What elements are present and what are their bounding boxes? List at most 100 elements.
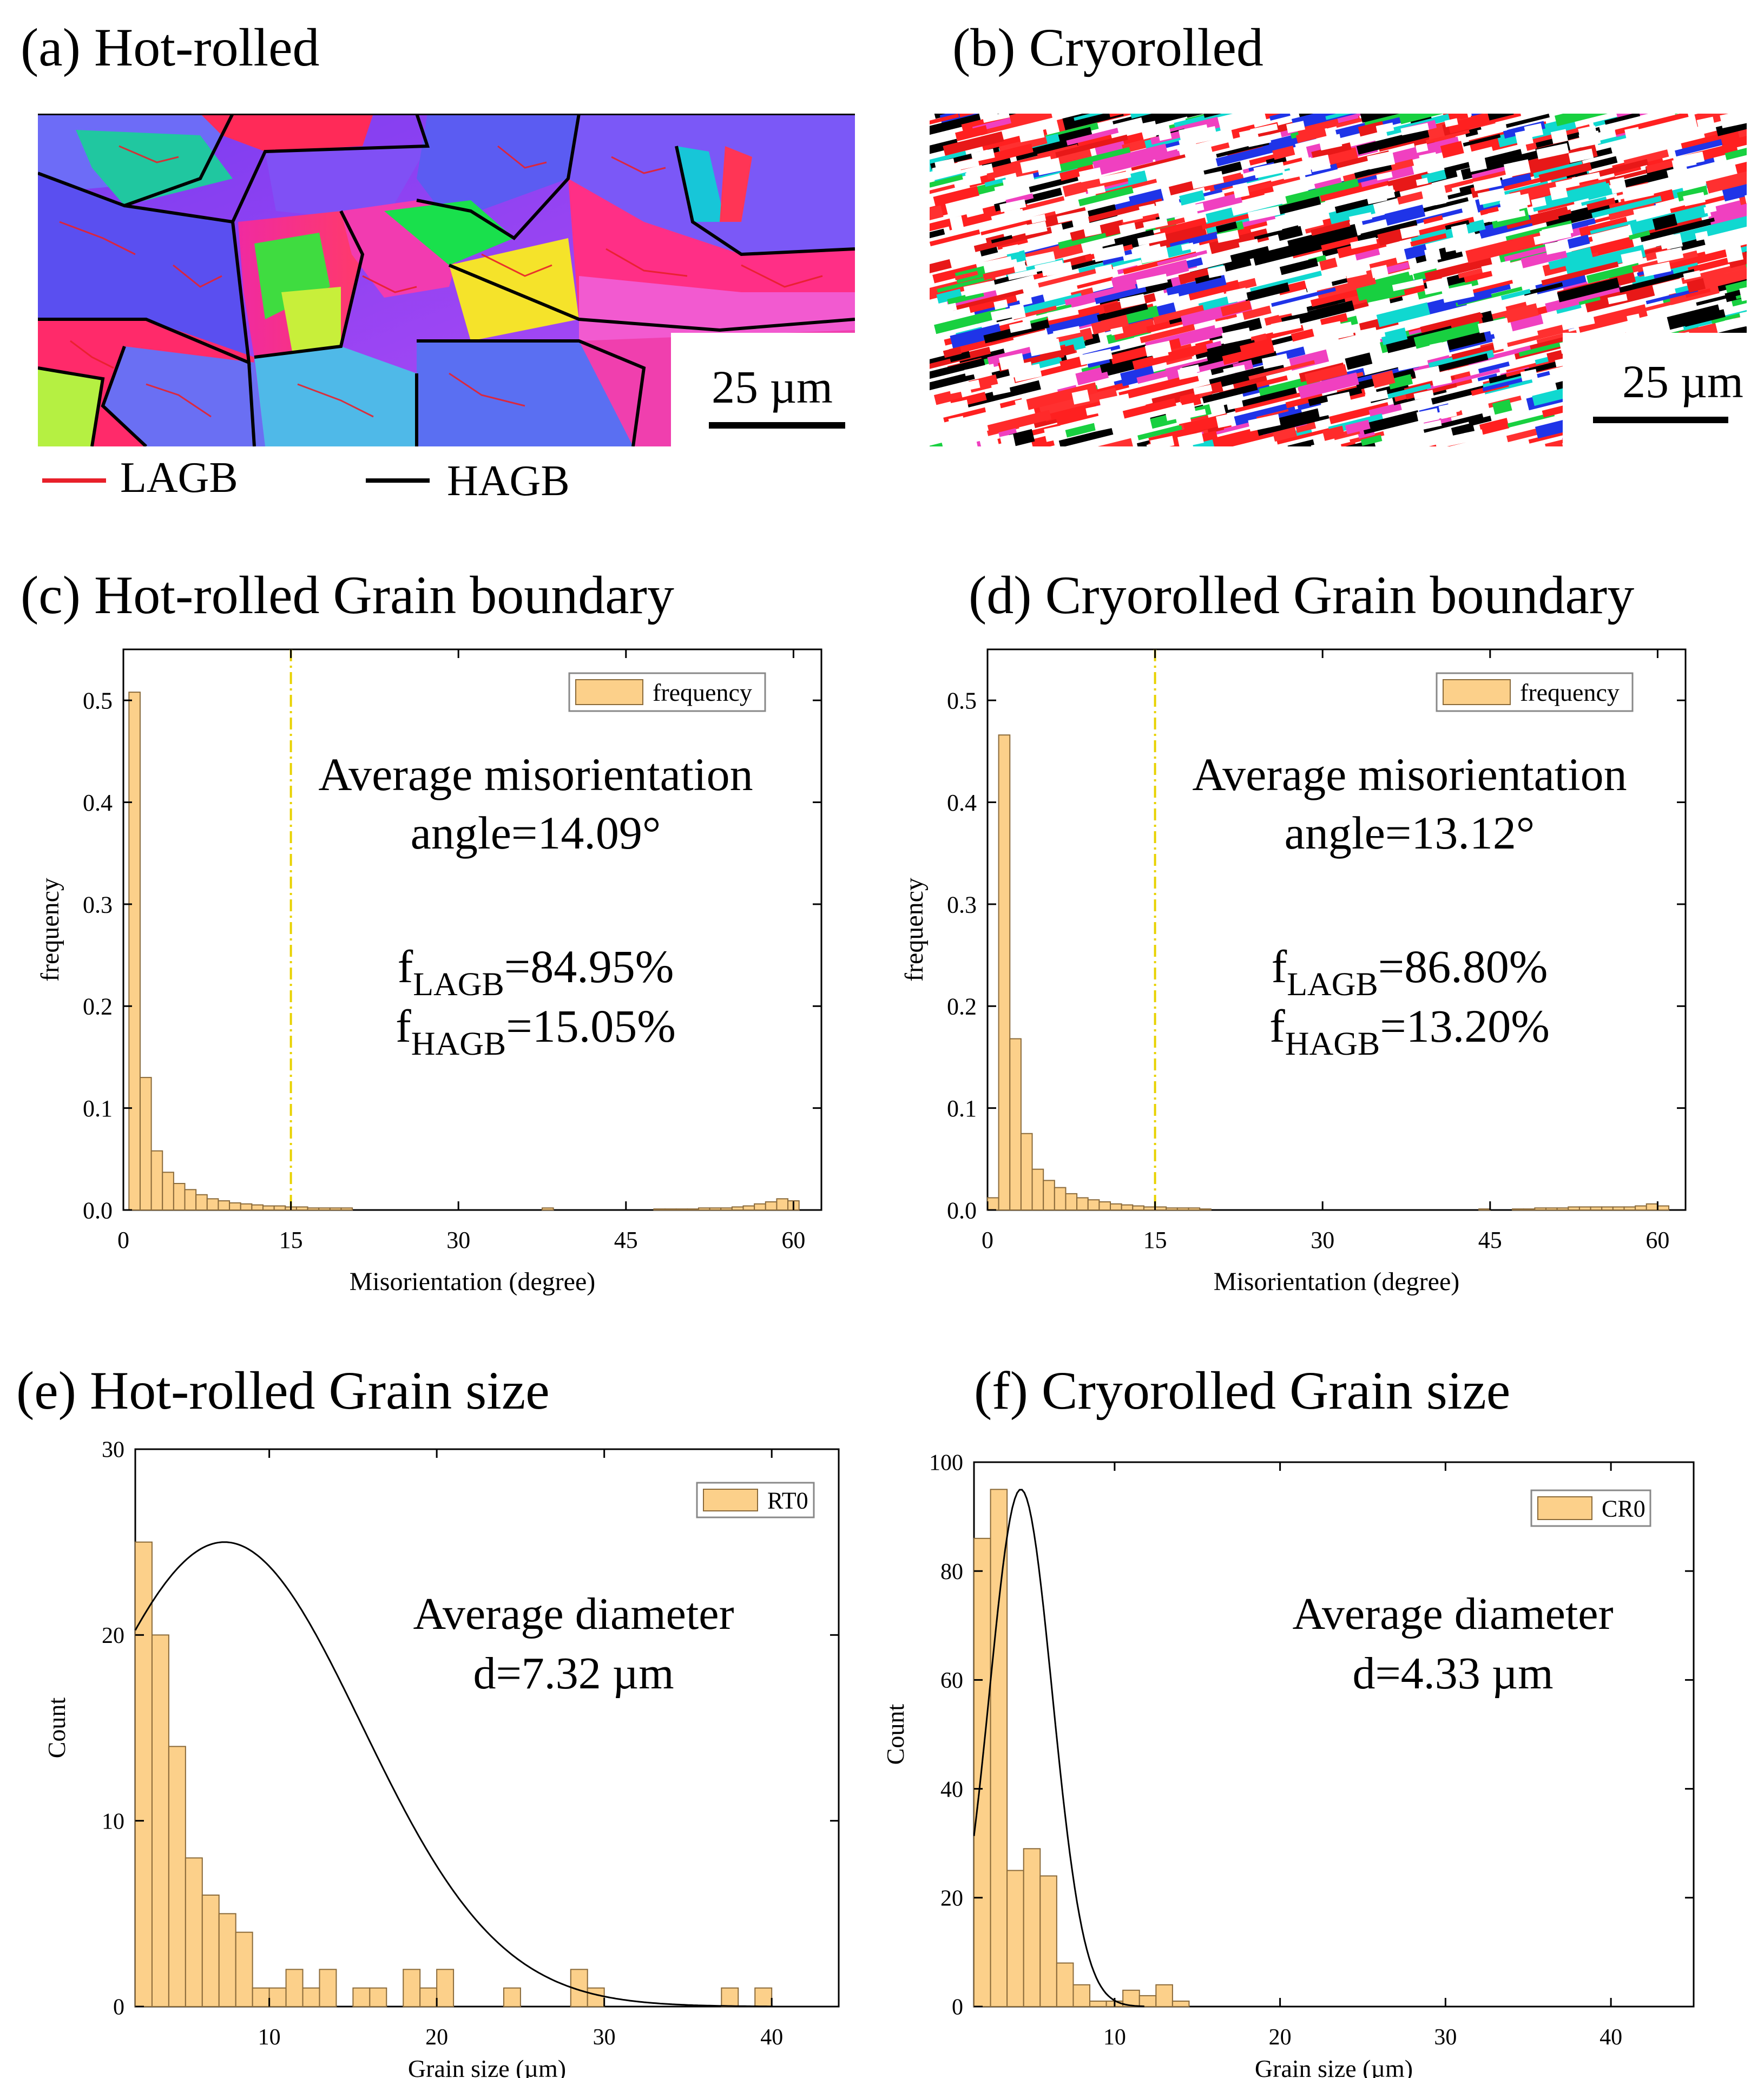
ebsd-grain-fragment bbox=[1500, 288, 1531, 300]
annotation-avg-diameter: Average diameter bbox=[413, 1589, 734, 1639]
ebsd-unindexed-patch bbox=[1083, 222, 1102, 237]
y-tick-label: 0.3 bbox=[83, 891, 113, 918]
ebsd-grain-fragment bbox=[1310, 286, 1368, 307]
ebsd-unindexed-patch bbox=[1247, 134, 1272, 147]
ebsd-grain-fragment bbox=[1505, 220, 1572, 242]
chart-d-grain-boundary-cryorolled: 0 15 30 45 60 0.0 0.1 0.2 0.3 0.4 0.5 Misorientatio… bbox=[900, 648, 1687, 1296]
chart-f-grain-size-cryorolled: 10 20 30 40 0 20 40 60 80 100 Grain size (µm) Count… bbox=[881, 1451, 1695, 2078]
ebsd-grain-fragment bbox=[1675, 139, 1723, 157]
ebsd-unindexed-patch bbox=[1627, 313, 1642, 330]
ebsd-grain-fragment bbox=[1681, 262, 1747, 284]
ebsd-grain-fragment bbox=[1140, 324, 1195, 344]
ebsd-grain-fragment bbox=[1368, 402, 1402, 418]
ebsd-grain-fragment bbox=[930, 174, 963, 188]
plot-frame bbox=[122, 648, 822, 1211]
annotation-avg-misorientation: Average misorientation bbox=[1192, 748, 1627, 800]
x-tick-label: 20 bbox=[1269, 2025, 1292, 2050]
ebsd-grain-fragment bbox=[1413, 321, 1482, 349]
ebsd-grain-fragment bbox=[1577, 304, 1648, 333]
ebsd-grain-fragment bbox=[1243, 282, 1290, 302]
ebsd-grain-fragment bbox=[991, 235, 1013, 244]
ebsd-unindexed-patch bbox=[1481, 260, 1511, 273]
histogram-bar bbox=[252, 1987, 270, 2007]
ebsd-unindexed-patch bbox=[1477, 318, 1509, 333]
ebsd-grain-fragment bbox=[1380, 327, 1408, 345]
ebsd-unindexed-patch bbox=[1143, 218, 1168, 231]
ebsd-unindexed-patch bbox=[1550, 129, 1568, 144]
ebsd-grain-fragment bbox=[1359, 114, 1417, 123]
y-tick-label: 0.0 bbox=[947, 1197, 977, 1224]
y-tick-label: 30 bbox=[102, 1438, 124, 1463]
ebsd-grain-fragment bbox=[1291, 114, 1363, 130]
legend-swatch bbox=[1443, 679, 1511, 705]
ebsd-unindexed-patch bbox=[993, 299, 1008, 310]
legend-swatch bbox=[703, 1489, 758, 1511]
ebsd-grain-fragment bbox=[1291, 328, 1314, 342]
ebsd-unindexed-patch bbox=[1136, 273, 1168, 289]
histogram-bar bbox=[1076, 1197, 1089, 1211]
ebsd-grain-fragment bbox=[1097, 438, 1134, 446]
ebsd-cryorolled-image bbox=[930, 114, 1747, 446]
panel-e-title: (e) Hot-rolled Grain size bbox=[16, 1360, 550, 1421]
ebsd-unindexed-patch bbox=[1052, 326, 1081, 338]
ebsd-grain-fragment bbox=[1174, 114, 1235, 128]
histogram-bar bbox=[720, 1207, 733, 1211]
ebsd-grain-fragment bbox=[930, 114, 982, 138]
ebsd-unindexed-patch bbox=[999, 199, 1026, 213]
ebsd-grain-fragment bbox=[1264, 310, 1298, 326]
ebsd-grain-fragment bbox=[1279, 258, 1319, 275]
y-tick-label: 0.4 bbox=[947, 790, 977, 816]
chart-c-grain-boundary-hot-rolled: 0 15 30 45 60 0.0 0.1 0.2 0.3 0.4 0.5 Misorientatio… bbox=[36, 648, 822, 1296]
ebsd-unindexed-patch bbox=[1578, 130, 1601, 148]
ebsd-grain-fragment bbox=[1295, 128, 1327, 143]
y-tick-label: 20 bbox=[102, 1623, 124, 1648]
histogram-bar bbox=[218, 1200, 231, 1211]
ebsd-grain-fragment bbox=[1215, 139, 1296, 167]
plot-frame bbox=[986, 648, 1687, 1211]
ebsd-unindexed-patch bbox=[1002, 173, 1035, 187]
histogram-bar bbox=[1590, 1206, 1603, 1211]
histogram-bar bbox=[721, 1987, 739, 2007]
ebsd-grain-fragment bbox=[1269, 114, 1291, 121]
ebsd-grain-fragment bbox=[939, 114, 1019, 123]
ebsd-unindexed-patch bbox=[1250, 123, 1278, 135]
histogram-bar bbox=[150, 1150, 163, 1211]
histogram-bar bbox=[1006, 1870, 1024, 2007]
ebsd-unindexed-patch bbox=[1210, 129, 1234, 144]
ebsd-unindexed-patch bbox=[1442, 284, 1475, 303]
ebsd-unindexed-patch bbox=[1568, 148, 1594, 163]
ebsd-grain-fragment bbox=[1234, 389, 1313, 413]
ebsd-unindexed-patch bbox=[1226, 287, 1248, 304]
ebsd-grain-fragment bbox=[1483, 148, 1548, 172]
y-tick-label: 0.1 bbox=[947, 1095, 977, 1122]
ebsd-grain-fragment bbox=[955, 271, 978, 281]
ebsd-grain-fragment bbox=[1358, 121, 1385, 137]
ebsd-unindexed-patch bbox=[1400, 123, 1429, 136]
ebsd-grain-fragment bbox=[1092, 143, 1168, 173]
x-tick-label: 0 bbox=[117, 1227, 129, 1253]
ebsd-unindexed-patch bbox=[1724, 314, 1747, 331]
ebsd-unindexed-patch bbox=[1633, 203, 1663, 216]
ebsd-unindexed-patch bbox=[1739, 307, 1747, 320]
histogram-bar bbox=[218, 1913, 236, 2007]
ebsd-grain-fragment bbox=[1320, 313, 1348, 327]
ebsd-grain-fragment bbox=[1376, 302, 1431, 327]
ebsd-unindexed-patch bbox=[1515, 129, 1534, 147]
ebsd-grain-fragment bbox=[1696, 288, 1747, 306]
ebsd-grain-fragment bbox=[1697, 267, 1747, 291]
ebsd-grain-fragment bbox=[1285, 393, 1324, 409]
legend-label: RT0 bbox=[767, 1487, 808, 1514]
histogram-bar bbox=[340, 1207, 353, 1211]
ebsd-unindexed-patch bbox=[1419, 152, 1439, 169]
ebsd-unindexed-patch bbox=[1473, 176, 1502, 192]
x-tick-label: 40 bbox=[1600, 2025, 1622, 2050]
x-axis-label: Grain size (µm) bbox=[408, 2055, 566, 2078]
ebsd-unindexed-patch bbox=[1311, 439, 1342, 446]
ebsd-unindexed-patch bbox=[1175, 411, 1192, 425]
ebsd-grain-fragment bbox=[934, 307, 1008, 334]
legend-swatch bbox=[1537, 1496, 1592, 1520]
ebsd-unindexed-patch bbox=[1420, 182, 1446, 200]
x-axis-label: Misorientation (degree) bbox=[350, 1267, 596, 1296]
ebsd-unindexed-patch bbox=[1376, 172, 1393, 181]
ebsd-unindexed-patch bbox=[1296, 213, 1314, 227]
